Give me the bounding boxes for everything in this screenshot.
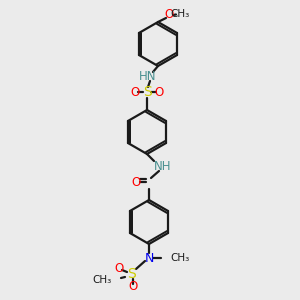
Text: O: O [164,8,174,22]
Text: CH₃: CH₃ [170,253,189,263]
Text: O: O [128,280,138,292]
Text: CH₃: CH₃ [170,9,190,19]
Text: O: O [154,85,164,98]
Text: HN: HN [139,70,157,83]
Text: CH₃: CH₃ [93,275,112,285]
Text: S: S [127,267,135,281]
Text: O: O [130,85,140,98]
Text: S: S [142,85,152,99]
Text: NH: NH [154,160,172,172]
Text: O: O [114,262,124,275]
Text: O: O [131,176,141,188]
Text: N: N [144,251,154,265]
